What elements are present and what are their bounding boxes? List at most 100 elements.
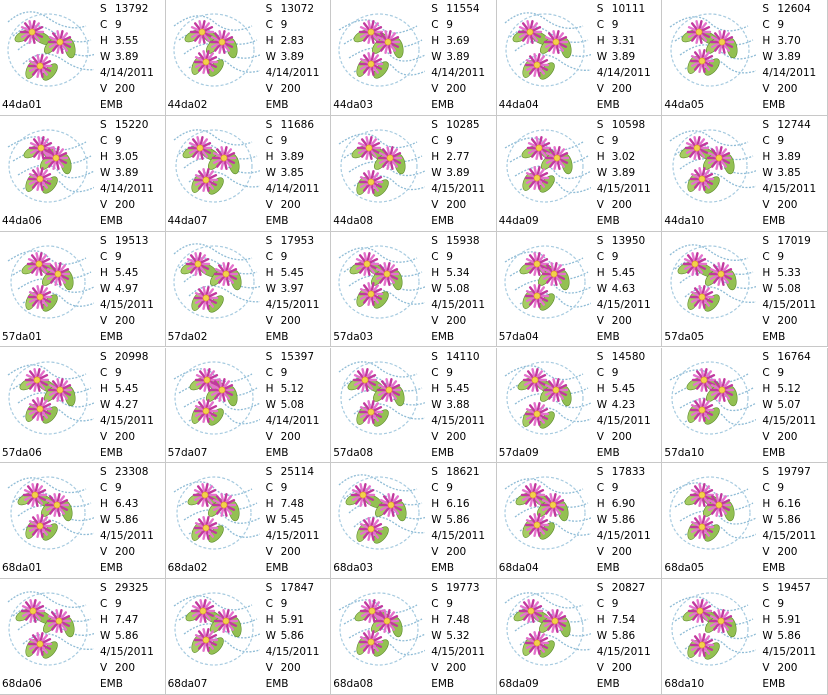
file-item[interactable]: S 13950 C 9 H 5.45 W 4.63 4/15/2011 V 200 EMB 57da04 <box>496 231 663 348</box>
swirl <box>514 620 591 637</box>
width-value: 3.89 <box>611 51 636 63</box>
field-label: W <box>265 166 276 179</box>
swirl <box>12 25 92 43</box>
date-value: 4/15/2011 <box>596 182 651 195</box>
file-name: 57da09 <box>498 446 539 459</box>
file-item[interactable]: S 11686 C 9 H 3.89 W 3.85 4/14/2011 V 200 EMB 44da07 <box>165 115 332 232</box>
file-name: 68da08 <box>333 678 374 691</box>
field-label: S <box>100 466 107 479</box>
flower-center <box>199 607 206 615</box>
frame <box>173 360 254 435</box>
format-value: EMB <box>762 214 786 227</box>
field-label: W <box>431 398 442 411</box>
version-value: 200 <box>446 198 467 211</box>
flower-center <box>699 406 706 413</box>
stitches-value: 19513 <box>115 234 149 247</box>
field-label: C <box>762 19 770 31</box>
date-value: 4/14/2011 <box>431 67 486 79</box>
stitches-value: 11554 <box>446 3 480 15</box>
field-label: V <box>431 430 439 443</box>
swirl <box>504 12 584 29</box>
field-label: H <box>762 266 771 279</box>
date-value: 4/15/2011 <box>100 414 154 427</box>
colors-value: 9 <box>446 366 453 379</box>
file-item[interactable]: S 13792 C 9 H 3.55 W 3.89 4/14/2011 V 200 EMB 44da01 <box>0 0 166 116</box>
file-item[interactable]: S 14110 C 9 H 5.45 W 3.88 4/15/2011 V 200 EMB 57da08 <box>331 347 497 464</box>
colors-value: 9 <box>115 366 122 379</box>
file-item[interactable]: S 11554 C 9 H 3.69 W 3.89 4/14/2011 V 200 EMB 44da03 <box>331 0 497 116</box>
field-label: S <box>762 350 770 363</box>
file-item[interactable]: S 17953 C 9 H 5.45 W 3.97 4/15/2011 V 200 EMB 57da02 <box>165 231 332 348</box>
file-item[interactable]: S 17847 C 9 H 5.91 W 5.86 4/15/2011 V 200 EMB 68da07 <box>165 579 332 695</box>
field-label: V <box>431 198 439 211</box>
field-label: W <box>762 282 773 295</box>
file-item[interactable]: S 20827 C 9 H 7.54 W 5.86 4/15/2011 V 200 EMB 68da09 <box>496 579 663 695</box>
file-item[interactable]: S 17833 C 9 H 6.90 W 5.86 4/15/2011 V 200 EMB 68da04 <box>496 463 663 580</box>
file-item[interactable]: S 19457 C 9 H 5.91 W 5.86 4/15/2011 V 200 EMB 68da10 <box>662 579 828 695</box>
file-item[interactable]: S 25114 C 9 H 7.48 W 5.45 4/15/2011 V 200 EMB 68da02 <box>165 463 332 580</box>
date-value: 4/15/2011 <box>265 530 320 543</box>
file-item[interactable]: S 14580 C 9 H 5.45 W 4.23 4/15/2011 V 200 EMB 57da09 <box>496 347 663 464</box>
file-item[interactable]: S 19797 C 9 H 6.16 W 5.86 4/15/2011 V 200 EMB 68da05 <box>662 463 828 580</box>
format-value: EMB <box>431 678 455 691</box>
file-item[interactable]: S 15220 C 9 H 3.05 W 3.89 4/14/2011 V 200 EMB 44da06 <box>0 115 166 232</box>
version-value: 200 <box>777 83 798 95</box>
file-item[interactable]: S 19773 C 9 H 7.48 W 5.32 4/15/2011 V 200 EMB 68da08 <box>331 579 497 695</box>
file-item[interactable]: S 10285 C 9 H 2.77 W 3.89 4/15/2011 V 200 EMB 44da08 <box>331 115 497 232</box>
field-label: C <box>100 598 108 611</box>
flower-center <box>701 376 708 383</box>
colors-value: 9 <box>446 250 453 263</box>
swirl <box>353 641 426 656</box>
field-label: C <box>265 134 273 147</box>
flower-center <box>526 28 534 36</box>
file-item[interactable]: S 18621 C 9 H 6.16 W 5.86 4/15/2011 V 200 EMB 68da03 <box>331 463 497 580</box>
file-item[interactable]: S 19513 C 9 H 5.45 W 4.97 4/15/2011 V 200 EMB 57da01 <box>0 231 166 348</box>
field-label: V <box>762 83 770 95</box>
colors-value: 9 <box>446 482 453 495</box>
colors-value: 9 <box>777 598 785 611</box>
field-label: C <box>596 19 605 31</box>
flower-center <box>533 639 541 647</box>
file-item[interactable]: S 23308 C 9 H 6.43 W 5.86 4/15/2011 V 200 EMB 68da01 <box>0 463 166 580</box>
height-value: 5.34 <box>446 266 470 279</box>
file-item[interactable]: S 15938 C 9 H 5.34 W 5.08 4/15/2011 V 200 EMB 57da03 <box>331 231 497 348</box>
file-item[interactable]: S 29325 C 9 H 7.47 W 5.86 4/15/2011 V 200 EMB 68da06 <box>0 579 166 695</box>
field-label: V <box>762 546 770 559</box>
colors-value: 9 <box>280 134 288 147</box>
swirl <box>338 474 418 492</box>
field-label: C <box>762 134 770 147</box>
file-item[interactable]: S 15397 C 9 H 5.12 W 5.08 4/14/2011 V 200 EMB 57da07 <box>165 347 332 464</box>
frame <box>338 476 420 550</box>
stitches-value: 16764 <box>777 350 811 363</box>
swirl <box>338 599 418 614</box>
swirl <box>183 509 260 525</box>
thumbnail <box>7 245 94 319</box>
field-label: C <box>265 598 273 611</box>
version-value: 200 <box>446 662 467 675</box>
flower-center <box>203 376 210 383</box>
width-value: 3.89 <box>446 166 470 179</box>
width-value: 5.08 <box>446 282 470 295</box>
swirl <box>343 488 423 506</box>
thumbnail <box>338 245 426 319</box>
stitches-value: 13792 <box>115 3 149 15</box>
file-item[interactable]: S 10598 C 9 H 3.02 W 3.89 4/15/2011 V 200 EMB 44da09 <box>496 115 663 232</box>
file-item[interactable]: S 10111 C 9 H 3.31 W 3.89 4/14/2011 V 200 EMB 44da04 <box>496 0 663 116</box>
swirl <box>7 477 87 494</box>
version-value: 200 <box>280 314 301 327</box>
file-item[interactable]: S 13072 C 9 H 2.83 W 3.89 4/14/2011 V 200 EMB 44da02 <box>165 0 332 116</box>
file-item[interactable]: S 17019 C 9 H 5.33 W 5.08 4/15/2011 V 200 EMB 57da05 <box>662 231 828 348</box>
field-label: H <box>265 150 274 163</box>
field-label: W <box>431 514 442 527</box>
colors-value: 9 <box>115 19 122 31</box>
format-value: EMB <box>265 446 289 459</box>
field-label: W <box>596 282 608 295</box>
width-value: 3.89 <box>115 166 139 179</box>
file-item[interactable]: S 12604 C 9 H 3.70 W 3.89 4/14/2011 V 200 EMB 44da05 <box>662 0 828 116</box>
stitches-value: 20998 <box>115 350 149 363</box>
frame <box>174 129 253 203</box>
file-item[interactable]: S 20998 C 9 H 5.45 W 4.27 4/15/2011 V 200 EMB 57da06 <box>0 347 166 464</box>
version-value: 200 <box>446 83 467 95</box>
file-item[interactable]: S 12744 C 9 H 3.89 W 3.85 4/15/2011 V 200 EMB 44da10 <box>662 115 828 232</box>
file-item[interactable]: S 16764 C 9 H 5.12 W 5.07 4/15/2011 V 200 EMB 57da10 <box>662 347 828 464</box>
